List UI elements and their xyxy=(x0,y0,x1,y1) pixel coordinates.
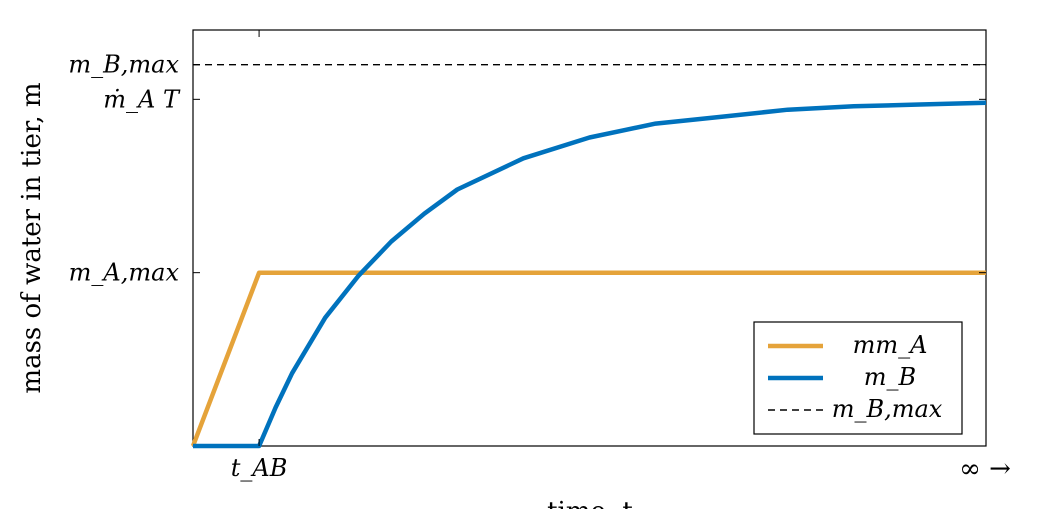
series-line-m-b xyxy=(193,100,987,449)
plot-frame xyxy=(192,29,987,447)
series-layer xyxy=(190,63,987,449)
tick-layer: m_A,max ṁ_A T m_B,max t_AB xyxy=(68,30,986,482)
x-axis-label: time, t xyxy=(547,497,633,509)
legend-label-m-b-max: m_B,max xyxy=(832,395,943,423)
y-tick-label: m_A,max xyxy=(69,259,180,287)
x-tick-label: t_AB xyxy=(231,454,288,482)
x-axis-end-label: ∞ → xyxy=(959,454,1011,484)
y-axis-label: mass of water in tier, m xyxy=(17,82,47,393)
y-tick-label: ṁ_A T xyxy=(103,85,181,113)
series-line-m-a xyxy=(190,270,986,447)
legend-label-m-a: mm_A xyxy=(853,331,928,359)
legend-label-m-b: m_B xyxy=(864,363,916,391)
y-tick-label: m_B,max xyxy=(68,51,179,79)
legend: mm_A m_B m_B,max xyxy=(753,321,963,435)
